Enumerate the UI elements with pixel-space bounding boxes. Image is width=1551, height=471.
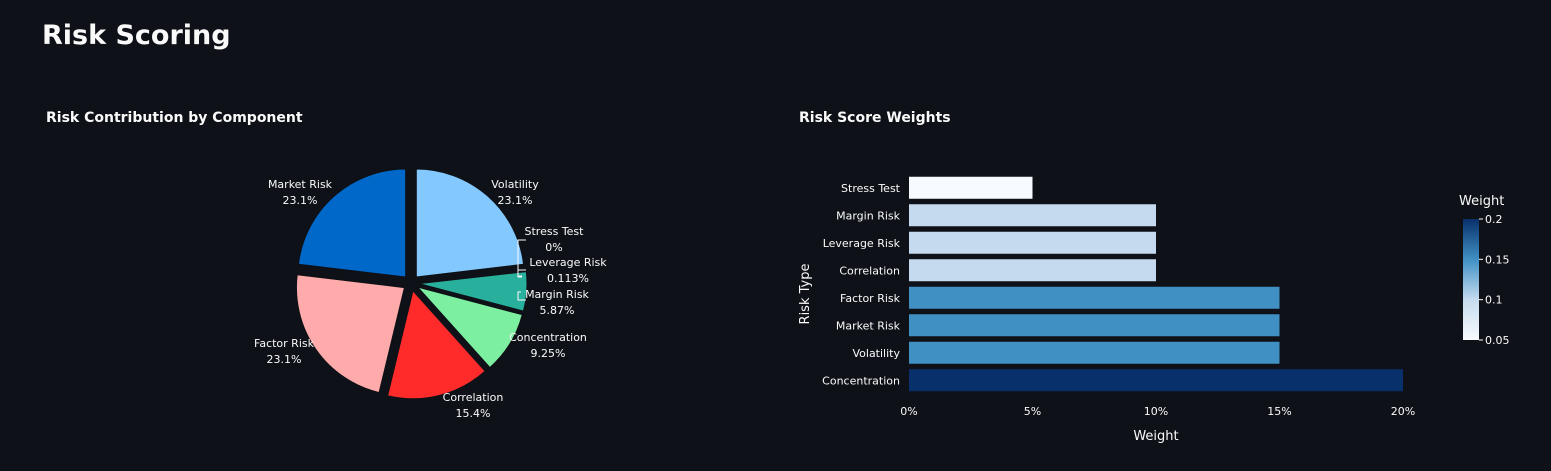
colorbar <box>1463 219 1479 340</box>
pie-value-label-leverage-risk: 0.113% <box>547 272 589 285</box>
x-tick-label: 20% <box>1391 405 1415 418</box>
x-axis-title: Weight <box>1133 429 1178 444</box>
pie-slice-volatility[interactable] <box>415 168 525 278</box>
pie-label-leverage-risk: Leverage Risk <box>529 256 607 269</box>
pie-value-label-market-risk: 23.1% <box>283 194 318 207</box>
bar-margin-risk[interactable] <box>909 204 1156 227</box>
x-tick-label: 0% <box>900 405 917 418</box>
pie-value-label-stress-test: 0% <box>545 241 562 254</box>
y-tick-label-market-risk: Market Risk <box>836 319 901 332</box>
bar-correlation[interactable] <box>909 259 1156 282</box>
y-axis-title: Risk Type <box>798 264 813 325</box>
bar-chart: Stress Test Margin Risk Leverage Risk Corre… <box>798 176 1510 444</box>
y-tick-label-factor-risk: Factor Risk <box>840 292 901 305</box>
pie-slice-leverage-risk[interactable] <box>418 268 527 283</box>
colorbar-tick-label: 0.1 <box>1485 294 1503 307</box>
pie-value-label-correlation: 15.4% <box>456 407 491 420</box>
pie-slice-correlation[interactable] <box>387 289 486 400</box>
bar-stress-test[interactable] <box>909 176 1033 199</box>
x-tick-label: 5% <box>1024 405 1041 418</box>
colorbar-tick-label: 0.15 <box>1485 253 1510 266</box>
x-tick-label: 10% <box>1144 405 1168 418</box>
colorbar-tick-label: 0.2 <box>1485 213 1503 226</box>
y-tick-label-concentration: Concentration <box>822 374 900 387</box>
y-tick-label-volatility: Volatility <box>852 347 900 360</box>
pie-slice-concentration[interactable] <box>416 286 523 369</box>
pie-chart: Market Risk 23.1% Volatility 23.1% Stress Te… <box>254 168 607 420</box>
pie-slice-factor-risk[interactable] <box>295 274 406 394</box>
y-tick-label-margin-risk: Margin Risk <box>836 209 900 222</box>
pie-leader-leverage-risk <box>517 269 526 278</box>
pie-label-factor-risk: Factor Risk <box>254 337 315 350</box>
pie-value-label-margin-risk: 5.87% <box>540 304 575 317</box>
pie-label-correlation: Correlation <box>443 391 504 404</box>
bar-market-risk[interactable] <box>909 314 1280 337</box>
pie-value-label-factor-risk: 23.1% <box>267 353 302 366</box>
colorbar-tick-label: 0.05 <box>1485 334 1510 347</box>
bar-volatility[interactable] <box>909 341 1280 364</box>
pie-leader-stress-test <box>517 239 526 277</box>
pie-value-label-concentration: 9.25% <box>531 347 566 360</box>
bar-concentration[interactable] <box>909 369 1403 392</box>
page-title: Risk Scoring <box>42 20 231 51</box>
bar-chart-title: Risk Score Weights <box>799 110 951 126</box>
y-tick-label-stress-test: Stress Test <box>841 182 901 195</box>
colorbar-title: Weight <box>1459 194 1504 209</box>
pie-leader-margin-risk <box>517 291 526 301</box>
pie-label-margin-risk: Margin Risk <box>525 288 589 301</box>
pie-label-volatility: Volatility <box>491 178 539 191</box>
pie-label-market-risk: Market Risk <box>268 178 333 191</box>
pie-label-concentration: Concentration <box>509 331 587 344</box>
pie-label-stress-test: Stress Test <box>525 225 585 238</box>
y-tick-label-correlation: Correlation <box>839 264 900 277</box>
pie-slice-market-risk[interactable] <box>297 168 407 278</box>
pie-value-label-volatility: 23.1% <box>498 194 533 207</box>
bar-factor-risk[interactable] <box>909 286 1280 309</box>
y-tick-label-leverage-risk: Leverage Risk <box>823 237 901 250</box>
pie-slice-margin-risk[interactable] <box>418 271 528 312</box>
pie-chart-title: Risk Contribution by Component <box>46 110 303 126</box>
bar-leverage-risk[interactable] <box>909 231 1156 254</box>
x-tick-label: 15% <box>1267 405 1291 418</box>
